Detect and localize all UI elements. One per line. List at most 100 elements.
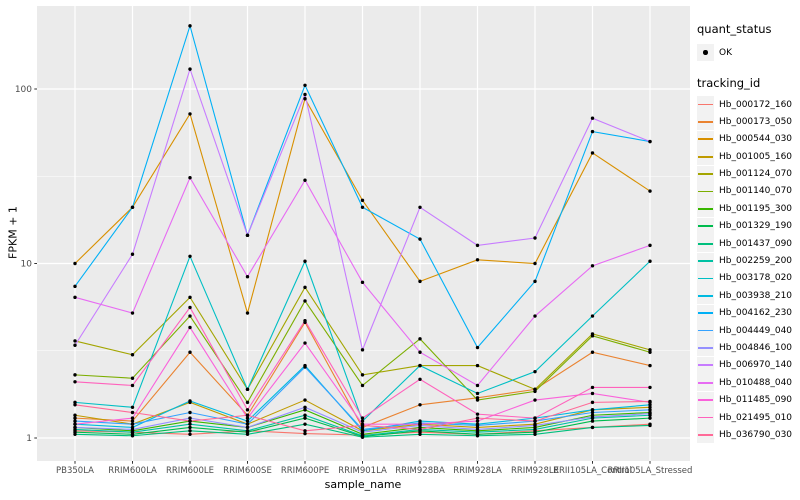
data-point: [360, 383, 365, 388]
data-point: [418, 350, 422, 354]
x-tick-label: RRII105LA_Stressed: [608, 466, 693, 476]
legend-key-box: [697, 148, 714, 166]
data-point: [475, 412, 480, 416]
legend-tracking-label: Hb_004162_230: [719, 308, 793, 319]
data-point: [245, 400, 250, 405]
legend-item-ok[interactable]: OK: [697, 44, 799, 61]
legend-key-box: [697, 304, 714, 322]
data-point: [188, 399, 192, 403]
series-color-line-icon: [698, 155, 713, 158]
data-point: [418, 427, 422, 432]
data-point: [360, 423, 365, 428]
data-point: [130, 405, 135, 409]
x-tick-label: RRIM901LA: [338, 466, 387, 476]
data-point: [360, 198, 365, 203]
data-point: [648, 243, 652, 248]
data-point: [188, 295, 192, 300]
data-point: [360, 430, 365, 434]
point-marker-icon: [703, 50, 708, 55]
legend-item-tracking[interactable]: Hb_002259_200: [697, 252, 799, 270]
series-color-line-icon: [698, 312, 713, 315]
data-point: [303, 365, 307, 369]
legend-item-tracking[interactable]: Hb_001195_300: [697, 200, 799, 218]
legend-item-tracking[interactable]: Hb_011485_090: [697, 391, 799, 409]
data-point: [188, 422, 192, 426]
data-point: [303, 341, 307, 345]
series-color-line-icon: [698, 399, 713, 402]
data-point: [188, 429, 192, 433]
data-point: [475, 419, 480, 423]
data-point: [648, 139, 652, 144]
data-point: [245, 413, 250, 417]
legend-item-tracking[interactable]: Hb_004162_230: [697, 304, 799, 322]
legend-key-box: [697, 130, 714, 148]
legend-item-tracking[interactable]: Hb_001005_160: [697, 148, 799, 166]
data-point: [73, 422, 77, 426]
data-point: [130, 434, 135, 438]
data-point: [590, 116, 595, 120]
data-point: [590, 385, 595, 390]
data-point: [245, 422, 250, 426]
x-tick-label: RRIM600LA: [108, 466, 157, 476]
legend-key-box: [697, 200, 714, 218]
data-point: [188, 350, 192, 354]
legend-item-tracking[interactable]: Hb_006970_140: [697, 356, 799, 374]
legend-key-box: [697, 165, 714, 183]
data-point: [533, 398, 537, 402]
x-tick-label: PB350LA: [56, 466, 94, 476]
data-point: [188, 254, 192, 258]
x-tick-label: RRIM928BA: [395, 466, 445, 476]
legend-item-tracking[interactable]: Hb_021495_010: [697, 409, 799, 427]
legend-item-tracking[interactable]: Hb_003938_210: [697, 287, 799, 305]
data-point: [475, 383, 480, 388]
legend-item-tracking[interactable]: Hb_001140_070: [697, 182, 799, 200]
data-point: [590, 408, 595, 412]
data-point: [648, 399, 652, 404]
series-color-line-icon: [698, 434, 713, 436]
legend-key-box: [697, 96, 714, 113]
legend-item-tracking[interactable]: Hb_001329_190: [697, 217, 799, 235]
data-point: [303, 83, 307, 88]
legend-item-tracking[interactable]: Hb_004846_100: [697, 339, 799, 357]
legend-item-tracking[interactable]: Hb_001124_070: [697, 165, 799, 183]
data-point: [533, 369, 537, 374]
y-tick-label: 10: [21, 260, 33, 270]
data-point: [418, 432, 422, 437]
legend-item-tracking[interactable]: Hb_001437_090: [697, 235, 799, 253]
legend-tracking-label: Hb_001140_070: [719, 186, 793, 197]
data-point: [648, 259, 652, 263]
legend-item-tracking[interactable]: Hb_010488_040: [697, 374, 799, 392]
data-point: [418, 237, 422, 241]
legend-tracking-label: Hb_011485_090: [719, 395, 793, 406]
legend-item-tracking[interactable]: Hb_004449_040: [697, 322, 799, 340]
series-color-line-icon: [698, 381, 713, 384]
data-point: [303, 405, 307, 409]
data-point: [73, 413, 77, 417]
data-point: [73, 339, 77, 343]
data-point: [130, 416, 135, 420]
data-point: [360, 205, 365, 209]
legend-item-tracking[interactable]: Hb_000544_030: [697, 130, 799, 148]
data-point: [590, 400, 595, 405]
legend-item-tracking[interactable]: Hb_003178_020: [697, 269, 799, 287]
data-point: [533, 423, 537, 428]
data-point: [590, 391, 595, 396]
legend-item-tracking[interactable]: Hb_036790_030: [697, 426, 799, 444]
data-point: [648, 408, 652, 412]
data-point: [73, 261, 77, 266]
data-point: [188, 176, 192, 180]
legend-tracking-label: Hb_004449_040: [719, 325, 793, 336]
series-color-line-icon: [698, 190, 713, 193]
data-point: [590, 264, 595, 268]
data-point: [648, 423, 652, 428]
data-point: [648, 416, 652, 420]
data-point: [475, 391, 480, 396]
legend-tracking-label: Hb_002259_200: [719, 256, 793, 267]
data-point: [245, 275, 250, 279]
legend-item-tracking[interactable]: Hb_000173_050: [697, 113, 799, 131]
data-point: [130, 422, 135, 426]
legend-item-tracking[interactable]: Hb_000172_160: [697, 96, 799, 113]
data-point: [418, 377, 422, 381]
series-color-line-icon: [698, 329, 713, 332]
data-point: [188, 24, 192, 28]
